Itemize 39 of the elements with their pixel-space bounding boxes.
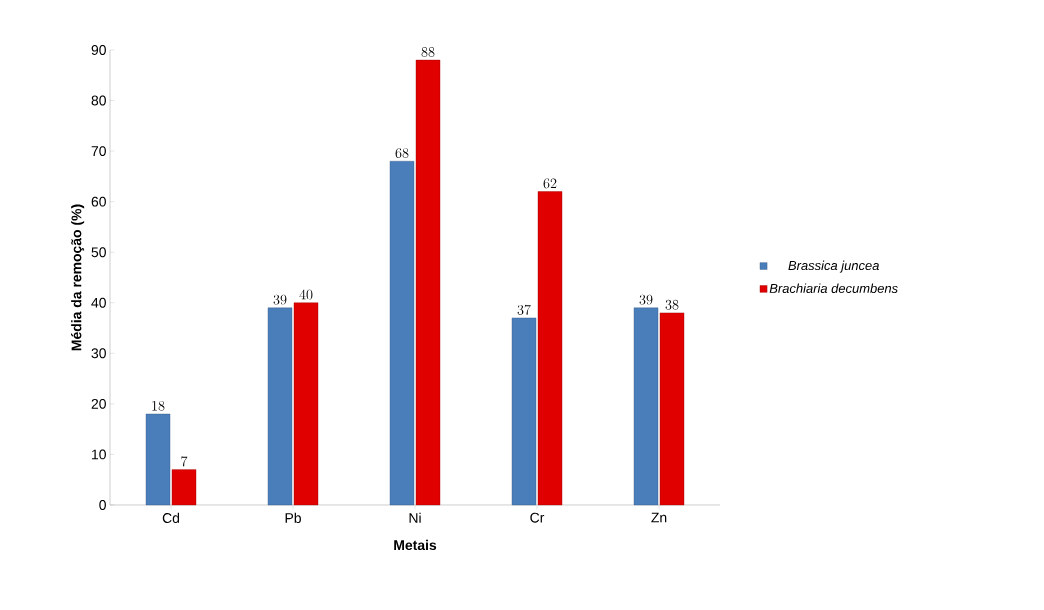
- y-tick-label: 70: [91, 146, 106, 157]
- y-tick-label: 50: [91, 247, 106, 258]
- bar: [415, 59, 441, 506]
- y-tick-label: 20: [91, 398, 106, 409]
- y-tick-label: 10: [92, 449, 106, 460]
- data-label: 18: [152, 400, 165, 411]
- x-tick-label: Cd: [162, 512, 180, 523]
- data-label: 39: [273, 294, 287, 305]
- legend-label: Brachiaria decumbens: [769, 283, 898, 293]
- data-label: 68: [395, 148, 409, 158]
- data-label: 40: [299, 289, 313, 300]
- x-tick-label: Cr: [530, 512, 545, 523]
- bar: [537, 191, 563, 506]
- x-tick-label: Pb: [285, 512, 301, 523]
- y-tick-label: 80: [91, 95, 106, 106]
- bar: [633, 307, 659, 506]
- bar: [267, 307, 293, 506]
- data-label: 39: [639, 294, 653, 305]
- y-tick-label: 0: [99, 500, 106, 510]
- y-axis-title: Média da remoção (%): [71, 204, 85, 351]
- data-label: 37: [517, 304, 531, 315]
- data-label: 88: [421, 47, 435, 57]
- bar: [171, 469, 197, 506]
- bar: [659, 312, 685, 506]
- x-tick-label: Ni: [409, 512, 421, 523]
- y-tick-label: 90: [91, 45, 106, 55]
- data-label: 62: [543, 178, 557, 189]
- x-tick-label: Zn: [651, 512, 667, 523]
- data-label: 38: [665, 299, 679, 310]
- bar: [511, 317, 537, 506]
- data-label: 7: [181, 456, 188, 467]
- bar: [389, 161, 415, 506]
- x-axis-title: Metais: [394, 539, 437, 551]
- bar: [293, 302, 319, 506]
- legend-label: Brassica juncea: [788, 260, 879, 273]
- y-tick-label: 60: [91, 196, 106, 207]
- y-tick-label: 40: [91, 297, 106, 308]
- y-tick-label: 30: [91, 348, 106, 359]
- bar: [145, 413, 171, 506]
